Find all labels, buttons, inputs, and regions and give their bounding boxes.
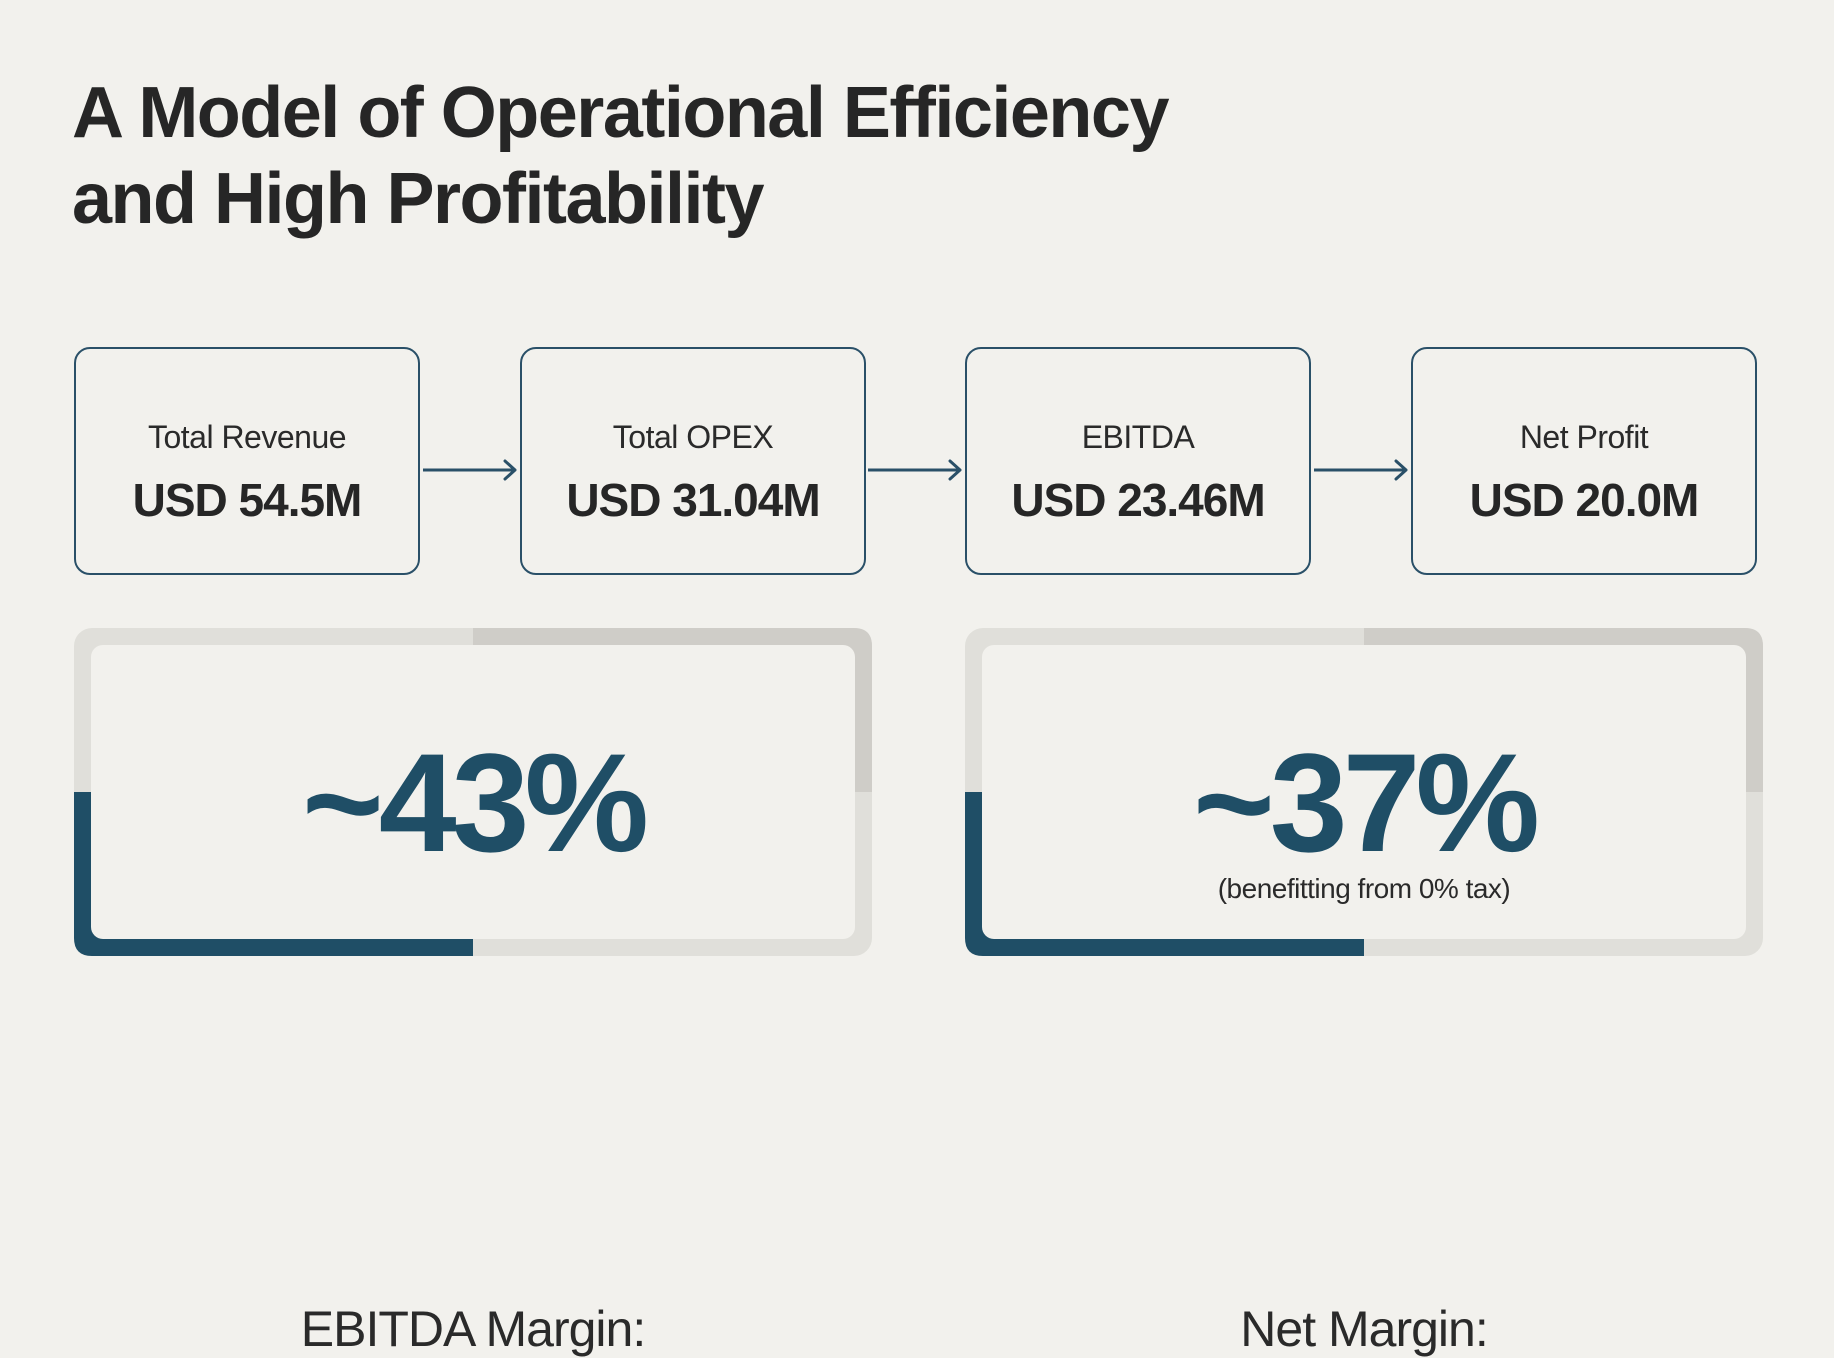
margin-value: ~37% [1193, 724, 1540, 881]
flow-value: USD 23.46M [1011, 474, 1265, 526]
title-line-1: A Model of Operational Efficiency [72, 73, 1170, 153]
flow-value: USD 31.04M [566, 474, 820, 526]
flow-box-total-opex: Total OPEX USD 31.04M [520, 347, 866, 575]
flow-label: EBITDA [1081, 419, 1195, 455]
flow-box-ebitda: EBITDA USD 23.46M [965, 347, 1311, 575]
flow-label: Net Profit [1519, 419, 1649, 455]
flow-box-total-revenue: Total Revenue USD 54.5M [74, 347, 420, 575]
flow-value: USD 54.5M [132, 474, 363, 526]
card-frame [965, 628, 1763, 956]
margin-value: ~43% [302, 724, 649, 881]
card-frame [74, 628, 872, 956]
page-title: A Model of Operational Efficiency and Hi… [72, 70, 1170, 242]
margin-note: (benefitting from 0% tax) [1217, 873, 1511, 904]
flow-value: USD 20.0M [1469, 474, 1700, 526]
flow-label: Total OPEX [612, 419, 774, 455]
margin-label: EBITDA Margin: [300, 1301, 646, 1357]
net-margin-card: Net Margin: ~37% (benefitting from 0% ta… [965, 628, 1763, 1357]
flow-box-net-profit: Net Profit USD 20.0M [1411, 347, 1757, 575]
ebitda-margin-card: EBITDA Margin: ~43% [74, 628, 872, 1357]
arrow-right-icon [423, 459, 517, 481]
title-line-2: and High Profitability [72, 159, 765, 239]
margin-label: Net Margin: [1240, 1301, 1488, 1357]
flow-label: Total Revenue [147, 419, 347, 455]
arrow-right-icon [1314, 459, 1408, 481]
arrow-right-icon [868, 459, 962, 481]
